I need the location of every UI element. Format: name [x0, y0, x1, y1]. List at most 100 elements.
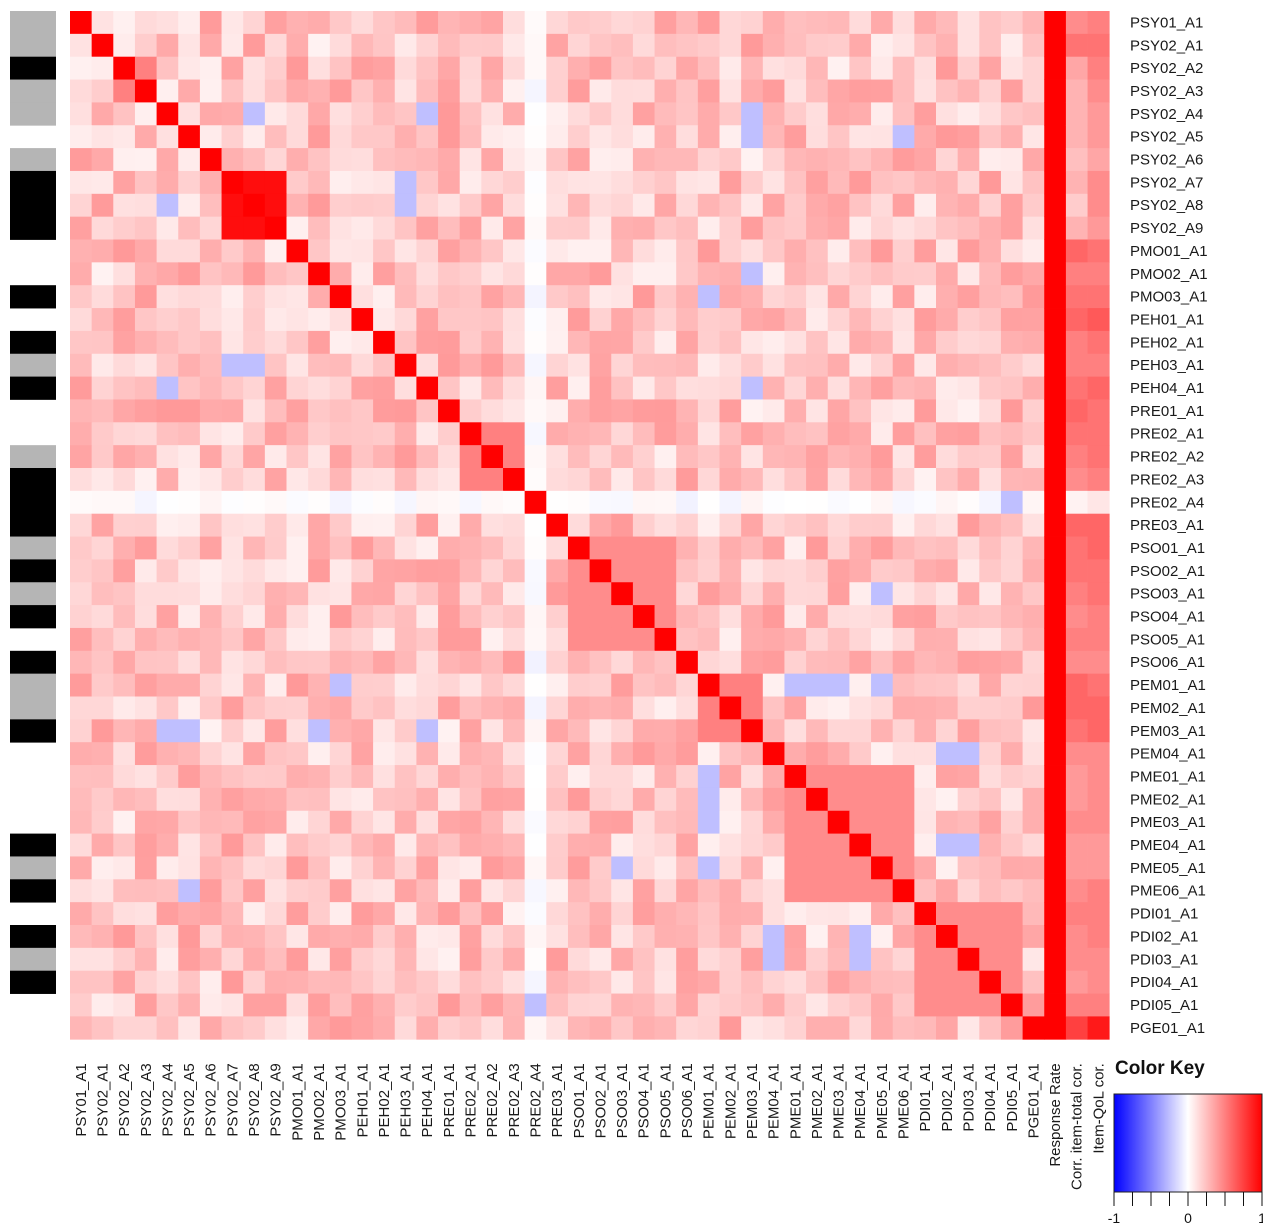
- heatmap-cell: [697, 445, 720, 469]
- heatmap-cell: [156, 787, 179, 812]
- heatmap-cell: [264, 719, 287, 743]
- heatmap-cell: [394, 102, 417, 126]
- heatmap-cell: [221, 1016, 244, 1040]
- heatmap-cell: [567, 742, 590, 766]
- heatmap-cell: [394, 353, 417, 377]
- heatmap-cell: [308, 559, 331, 583]
- heatmap-cell: [394, 513, 417, 537]
- heatmap-cell: [1000, 308, 1023, 332]
- heatmap-cell: [178, 879, 201, 903]
- heatmap-cell: [741, 719, 764, 743]
- heatmap-cell: [957, 810, 980, 834]
- heatmap-cell: [546, 1016, 569, 1040]
- heatmap-cell: [373, 856, 396, 880]
- heatmap-cell: [91, 193, 114, 218]
- heatmap-cell: [113, 262, 136, 286]
- heatmap-cell: [134, 308, 157, 332]
- heatmap-cell: [438, 490, 461, 515]
- heatmap-cell: [892, 445, 915, 469]
- heatmap-cell: [70, 1016, 93, 1040]
- heatmap-cell: [611, 970, 634, 994]
- heatmap-cell: [546, 902, 569, 926]
- heatmap-cell: [329, 102, 352, 126]
- heatmap-cell: [979, 308, 1002, 332]
- heatmap-cell: [199, 925, 222, 949]
- heatmap-cell: [892, 536, 915, 560]
- heatmap-cell: [351, 216, 374, 240]
- heatmap-cell: [1000, 856, 1023, 880]
- heatmap-cell: [546, 582, 569, 606]
- heatmap-cell: [286, 445, 309, 469]
- heatmap-cell: [892, 650, 915, 675]
- heatmap-cell: [113, 719, 136, 743]
- heatmap-cell: [351, 925, 374, 949]
- heatmap-cell: [741, 285, 764, 309]
- heatmap-cell: [719, 79, 742, 103]
- heatmap-cell: [611, 353, 634, 377]
- heatmap-cell: [936, 902, 959, 926]
- heatmap-cell: [416, 810, 439, 834]
- heatmap-cell: [113, 33, 136, 58]
- heatmap-cell: [199, 125, 222, 149]
- heatmap-cell: [632, 376, 655, 400]
- heatmap-cell: [654, 902, 677, 926]
- heatmap-cell: [546, 102, 569, 126]
- heatmap-cell: [611, 787, 634, 812]
- heatmap-cell: [373, 239, 396, 263]
- row-group-marker: [10, 947, 56, 972]
- heatmap-cell: [91, 490, 114, 515]
- heatmap-cell: [1022, 102, 1045, 126]
- heatmap-cell: [503, 468, 526, 492]
- heatmap-cell: [373, 262, 396, 286]
- summary-cell: [1044, 33, 1067, 58]
- heatmap-cell: [243, 422, 266, 446]
- heatmap-cell: [308, 216, 331, 240]
- summary-cell: [1065, 308, 1088, 332]
- heatmap-cell: [199, 445, 222, 469]
- heatmap-cell: [762, 627, 785, 652]
- heatmap-cell: [503, 719, 526, 743]
- heatmap-cell: [632, 216, 655, 240]
- row-label: PSY02_A8: [1130, 197, 1203, 214]
- heatmap-cell: [178, 11, 201, 35]
- heatmap-cell: [719, 422, 742, 446]
- heatmap-cell: [524, 125, 547, 149]
- heatmap-cell: [286, 536, 309, 560]
- heatmap-cell: [762, 262, 785, 286]
- heatmap-cell: [91, 513, 114, 537]
- heatmap-cell: [243, 947, 266, 972]
- heatmap-cell: [438, 650, 461, 675]
- heatmap-cell: [134, 742, 157, 766]
- heatmap-cell: [1000, 673, 1023, 697]
- heatmap-cell: [871, 148, 894, 172]
- heatmap-cell: [91, 79, 114, 103]
- heatmap-cell: [481, 650, 504, 675]
- heatmap-cell: [1022, 856, 1045, 880]
- heatmap-cell: [243, 856, 266, 880]
- heatmap-cell: [589, 742, 612, 766]
- heatmap-cell: [871, 559, 894, 583]
- heatmap-cell: [1022, 216, 1045, 240]
- heatmap-cell: [373, 56, 396, 80]
- heatmap-cell: [741, 742, 764, 766]
- heatmap-cell: [697, 970, 720, 994]
- heatmap-cell: [914, 970, 937, 994]
- heatmap-cell: [91, 239, 114, 263]
- heatmap-cell: [524, 308, 547, 332]
- heatmap-cell: [546, 856, 569, 880]
- heatmap-cell: [1000, 11, 1023, 35]
- summary-cell: [1065, 148, 1088, 172]
- heatmap-cell: [806, 833, 829, 857]
- heatmap-cell: [719, 925, 742, 949]
- heatmap-cell: [979, 787, 1002, 812]
- heatmap-cell: [1022, 1016, 1045, 1040]
- heatmap-cell: [676, 605, 699, 629]
- heatmap-cell: [134, 193, 157, 218]
- heatmap-cell: [979, 559, 1002, 583]
- heatmap-cell: [178, 468, 201, 492]
- heatmap-cell: [394, 810, 417, 834]
- heatmap-cell: [979, 719, 1002, 743]
- heatmap-cell: [156, 1016, 179, 1040]
- heatmap-cell: [1000, 513, 1023, 537]
- heatmap-cell: [611, 559, 634, 583]
